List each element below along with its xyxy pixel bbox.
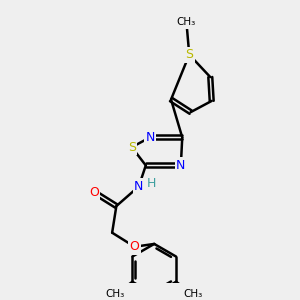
Text: CH₃: CH₃ <box>183 289 203 299</box>
Text: O: O <box>89 186 99 199</box>
Text: N: N <box>134 180 143 193</box>
Text: N: N <box>176 159 185 172</box>
Text: CH₃: CH₃ <box>106 289 125 299</box>
Text: N: N <box>145 131 155 144</box>
Text: H: H <box>147 177 156 190</box>
Text: S: S <box>128 141 136 154</box>
Text: O: O <box>130 240 140 253</box>
Text: S: S <box>185 48 193 61</box>
Text: CH₃: CH₃ <box>177 17 196 27</box>
